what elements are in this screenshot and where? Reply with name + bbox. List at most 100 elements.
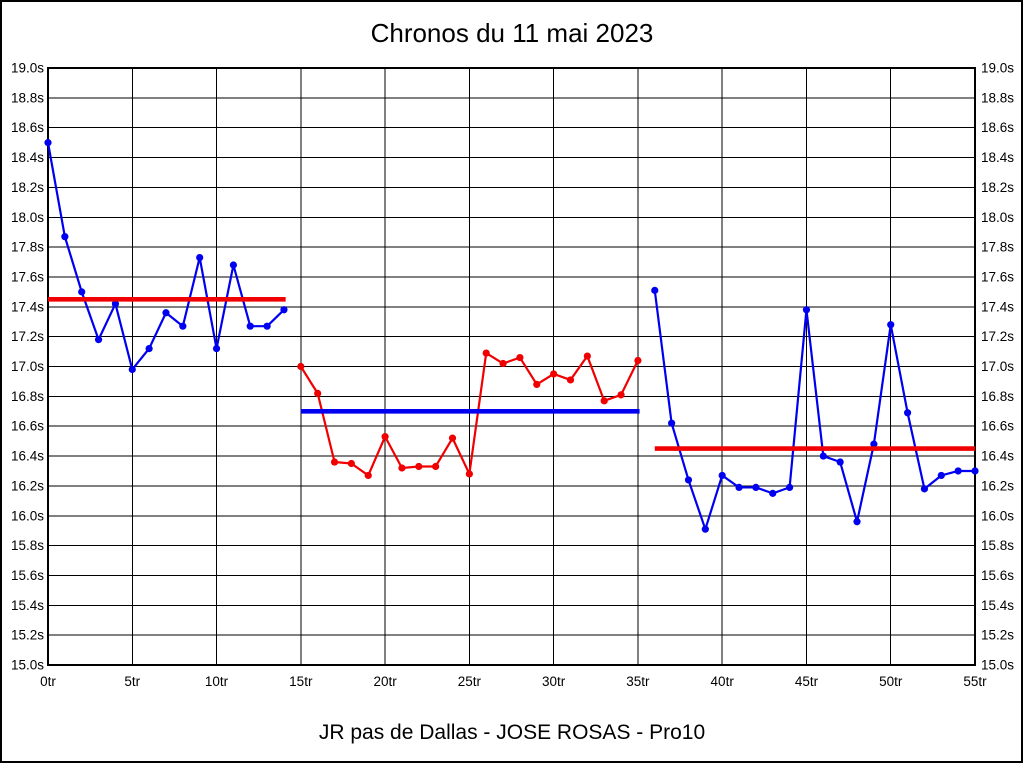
stint-1-laps-point [212, 344, 221, 353]
stint-3-laps-point [853, 518, 861, 526]
x-axis-label: 10tr [205, 674, 229, 689]
x-axis-label: 35tr [626, 674, 650, 689]
x-axis-label: 0tr [40, 674, 56, 689]
y-axis-label-right: 17.8s [981, 240, 1014, 255]
stint-2-laps-point [448, 434, 457, 442]
stint-2-laps-point [398, 464, 406, 472]
y-axis-label-left: 16.0s [11, 508, 44, 523]
y-axis-label-left: 15.6s [11, 568, 44, 583]
stint-1-laps-point [162, 309, 170, 317]
x-axis-label: 45tr [795, 674, 819, 689]
stint-2-laps-point [465, 470, 473, 478]
stint-3-laps-point [802, 306, 811, 314]
y-axis-label-left: 15.0s [11, 658, 44, 673]
stint-3-laps-point [735, 483, 743, 491]
y-axis-label-left: 17.4s [11, 299, 44, 314]
plot-border [47, 67, 976, 666]
chart-footer: JR pas de Dallas - JOSE ROSAS - Pro10 [318, 721, 706, 744]
y-axis-label-right: 18.8s [981, 90, 1014, 105]
stint-3-laps-point [870, 440, 878, 448]
stint-2-laps-point [634, 356, 642, 365]
stint-3-laps-point [752, 483, 760, 491]
y-axis-label-right: 17.0s [981, 359, 1014, 374]
stint-2-laps-point [566, 376, 575, 384]
stint-1-laps-point [61, 233, 69, 241]
x-axis-label: 5tr [124, 674, 140, 689]
stint-1-laps-point [111, 300, 120, 308]
stint-2-laps-point [482, 349, 490, 357]
x-axis-label: 50tr [879, 674, 903, 689]
x-axis-label: 55tr [963, 674, 987, 689]
stint-1-laps-point [78, 288, 86, 296]
y-axis-label-left: 15.8s [11, 538, 44, 553]
y-axis-label-left: 17.8s [11, 240, 44, 255]
stint-3-laps-point [786, 483, 794, 491]
stint-2-laps-point [381, 433, 389, 441]
x-axis-label: 20tr [373, 674, 397, 689]
chart-title: Chronos du 11 mai 2023 [370, 18, 654, 48]
y-axis-label-right: 15.6s [981, 568, 1014, 583]
stint-3-laps-point [718, 471, 726, 480]
y-axis-label-right: 15.2s [981, 628, 1014, 643]
stint-1-laps-point [44, 139, 52, 147]
y-axis-label-left: 17.6s [11, 269, 44, 284]
stint-3-laps-point [769, 489, 777, 497]
y-axis-label-left: 16.4s [11, 449, 44, 464]
y-axis-label-left: 18.6s [11, 120, 44, 135]
x-axis-label: 30tr [542, 674, 566, 689]
y-axis-label-left: 19.0s [11, 61, 44, 76]
x-axis-label: 25tr [458, 674, 482, 689]
y-axis-label-left: 17.2s [11, 329, 44, 344]
stint-2-laps-point [297, 362, 305, 371]
x-axis-label: 40tr [711, 674, 735, 689]
y-axis-label-right: 16.6s [981, 419, 1014, 434]
stint-2-laps-point [550, 370, 558, 378]
y-axis-label-left: 18.0s [11, 210, 44, 225]
stint-2-laps-point [415, 462, 423, 471]
stint-1-laps-point [145, 344, 153, 353]
stint-3-laps-point [954, 467, 962, 475]
y-axis-label-right: 16.0s [981, 508, 1014, 523]
y-axis-label-left: 16.2s [11, 478, 44, 493]
y-axis-label-right: 15.8s [981, 538, 1014, 553]
stint-2-laps-point [347, 459, 355, 468]
x-axis-label: 15tr [289, 674, 313, 689]
stint-1-laps-point [94, 336, 103, 344]
stint-1-laps-line [46, 141, 286, 371]
stint-1-laps-point [128, 365, 136, 374]
stint-3-laps-point [903, 409, 912, 417]
y-axis-label-left: 18.8s [11, 90, 44, 105]
y-axis-label-left: 18.2s [11, 180, 44, 195]
stint-3-laps-point [668, 419, 676, 427]
y-axis-label-left: 15.2s [11, 628, 44, 643]
y-axis-label-right: 19.0s [981, 61, 1014, 76]
stint-3-laps-point [971, 467, 979, 475]
stint-1-laps-point [179, 322, 187, 330]
y-axis-label-right: 15.4s [981, 598, 1014, 613]
stint-1-laps-point [246, 322, 254, 330]
y-axis-label-right: 17.4s [981, 299, 1014, 314]
stint-3-laps-point [684, 476, 693, 484]
stint-3-laps-point [819, 452, 827, 460]
y-axis-label-right: 15.0s [981, 658, 1014, 673]
y-axis-label-right: 17.2s [981, 329, 1014, 344]
stint-1-laps-point [229, 261, 237, 269]
y-axis-label-right: 18.2s [981, 180, 1014, 195]
y-axis-label-right: 18.4s [981, 150, 1014, 165]
y-axis-label-left: 17.0s [11, 359, 44, 374]
stint-1-laps-point [196, 253, 204, 262]
stint-1-laps-point [263, 322, 271, 330]
stint-3-laps-point [887, 321, 895, 329]
y-axis-label-right: 16.4s [981, 449, 1014, 464]
y-axis-label-left: 15.4s [11, 598, 44, 613]
y-axis-label-left: 16.8s [11, 389, 44, 404]
stint-2-laps-point [364, 471, 372, 480]
y-axis-label-right: 16.8s [981, 389, 1014, 404]
stint-3-laps-line [653, 289, 977, 531]
stint-3-laps-point [701, 525, 709, 533]
y-axis-label-left: 16.6s [11, 419, 44, 434]
stint-2-laps-point [533, 380, 541, 389]
y-axis-label-right: 17.6s [981, 269, 1014, 284]
